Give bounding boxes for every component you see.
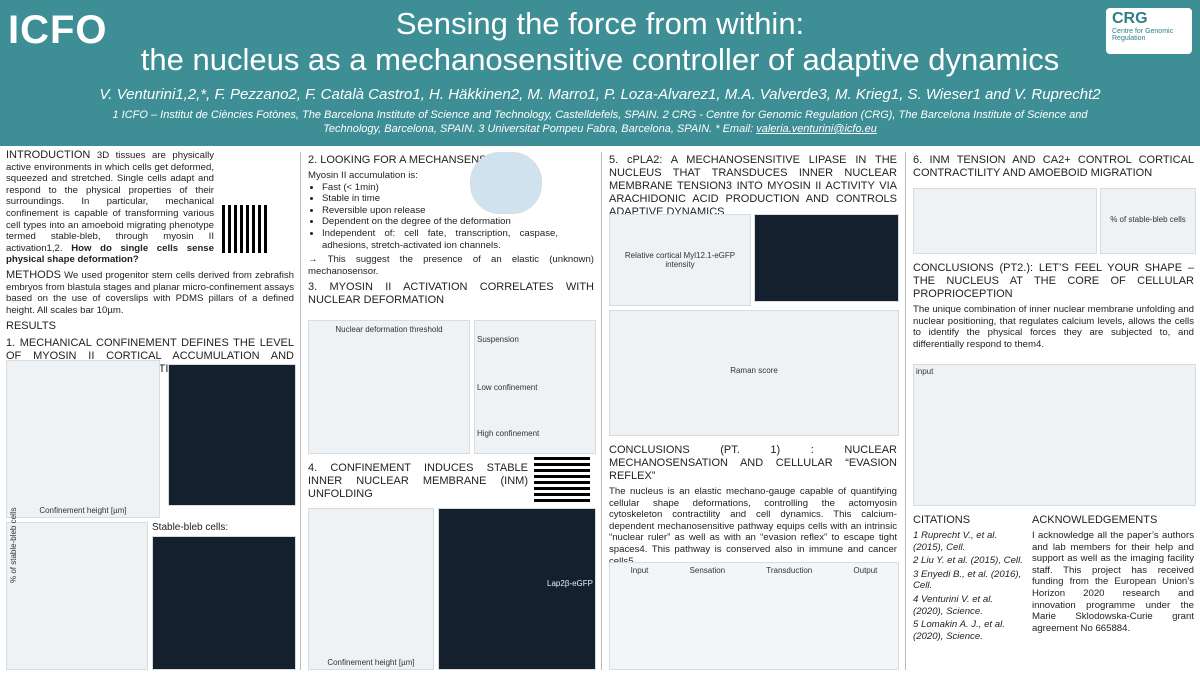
citation: 1 Ruprecht V., et al. (2015), Cell. [913, 530, 998, 553]
logo-right-sub: Centre for Genomic Regulation [1112, 28, 1174, 42]
axis-label: Relative cortical Myl12.1-eGFP intensity [624, 251, 736, 269]
figure-label: Stable-bleb cells: [152, 522, 229, 533]
bullet: Stable in time [322, 193, 558, 205]
column: 5. cPLA2: A MECHANOSENSITIVE LIPASE IN T… [609, 150, 897, 222]
logo-left: ICFO [8, 8, 108, 52]
figure-image: Lap2β-eGFP [438, 508, 596, 670]
header: ICFO CRG Centre for Genomic Regulation S… [0, 0, 1200, 146]
figure-label: High confinement [477, 429, 540, 438]
figure: Nuclear deformation threshold [308, 320, 470, 454]
axis-label: Confinement height [µm] [39, 506, 127, 515]
figure-image [754, 214, 899, 302]
section-title: CONCLUSIONS (PT. 1) : NUCLEAR MECHANOSEN… [609, 444, 897, 482]
logo-right-box: CRG Centre for Genomic Regulation [1106, 8, 1192, 54]
citation: 3 Enyedi B., et al. (2016), Cell. [913, 568, 1022, 592]
separator [905, 152, 906, 670]
bullet-list: Fast (< 1min)Stable in timeReversible up… [308, 182, 558, 252]
qr-code [222, 205, 270, 253]
email-link[interactable]: valeria.venturini@icfo.eu [756, 123, 877, 135]
column: ACKNOWLEDGEMENTS I acknowledge all the p… [1032, 510, 1194, 638]
affiliation-text: 1 ICFO – Institut de Ciències Fotònes, T… [112, 109, 1088, 135]
bullet: Reversible upon release [322, 205, 558, 217]
citation-list: 1 Ruprecht V., et al. (2015), Cell. 2 Liu… [913, 530, 1023, 642]
bullet: Fast (< 1min) [322, 182, 558, 194]
paragraph: The nucleus is an elastic mechano-gauge … [609, 486, 897, 567]
separator [300, 152, 301, 670]
figure: input [913, 364, 1196, 506]
figure: Confinement height [µm] [308, 508, 434, 670]
title: the nucleus as a mechanosensitive contro… [140, 42, 1060, 77]
paragraph: → This suggest the presence of an elasti… [308, 254, 594, 277]
bullet: Dependent on the degree of the deformati… [322, 216, 558, 228]
section-title: 3. MYOSIN II ACTIVATION CORRELATES WITH … [308, 281, 594, 307]
bullet: Independent of: cell fate, transcription… [322, 228, 558, 251]
lead: Myosin II accumulation is: [308, 170, 418, 181]
authors: V. Venturini1,2,*, F. Pezzano2, F. Catal… [99, 86, 1101, 103]
title: Sensing the force from within: [395, 6, 805, 41]
figure-label: Sensation [689, 566, 726, 575]
citation: 4 Venturini V. et al. (2020), Science. [913, 593, 993, 617]
section-title: 4. CONFINEMENT INDUCES STABLE INNER NUCL… [308, 462, 528, 500]
section-title: 6. INM TENSION AND CA2+ CONTROL CORTICAL… [913, 154, 1194, 179]
section-title: CITATIONS [913, 514, 971, 526]
figure-label: Lap2β-eGFP [547, 579, 593, 588]
axis-label: % of stable-bleb cells [9, 507, 18, 583]
column: 2. LOOKING FOR A MECHANSENSOR Myosin II … [308, 150, 594, 310]
section-title: 5. cPLA2: A MECHANOSENSITIVE LIPASE IN T… [609, 154, 897, 218]
paragraph: We used progenitor stem cells derived fr… [6, 269, 294, 316]
qr-code [534, 456, 590, 502]
section-title: ACKNOWLEDGEMENTS [1032, 514, 1158, 526]
figure-label: Transduction [766, 566, 813, 575]
figure-label: Input [630, 566, 649, 575]
separator [601, 152, 602, 670]
figure-label: Low confinement [477, 383, 538, 392]
figure: Suspension Low confinement High confinem… [474, 320, 596, 454]
figure: Input Sensation Transduction Output [609, 562, 899, 670]
column: 6. INM TENSION AND CA2+ CONTROL CORTICAL… [913, 150, 1194, 183]
figure: Raman score [609, 310, 899, 436]
figure-image [152, 536, 296, 670]
cell-cartoon [470, 152, 542, 214]
paragraph: 3D tissues are physically active environ… [6, 150, 214, 254]
column: CITATIONS 1 Ruprecht V., et al. (2015), … [913, 510, 1023, 644]
axis-label: Raman score [730, 366, 778, 375]
figure-label: input [916, 367, 934, 376]
citation: 2 Liu Y. et al. (2015), Cell. [913, 555, 1023, 567]
axis-label: Confinement height [µm] [327, 658, 415, 667]
citation: 5 Lomakin A. J., et al. (2020), Science. [913, 619, 1005, 642]
section-head: INTRODUCTION [6, 149, 91, 161]
figure: % of stable-bleb cells [6, 507, 148, 670]
section-title: CONCLUSIONS (PT2.): LET’S FEEL YOUR SHAP… [913, 262, 1194, 300]
figure [913, 188, 1097, 254]
figure-image [168, 364, 296, 506]
logo-right: CRG [1112, 10, 1148, 27]
column: 4. CONFINEMENT INDUCES STABLE INNER NUCL… [308, 458, 528, 504]
axis-label: % of stable-bleb cells [1110, 215, 1186, 224]
section-head: RESULTS [6, 320, 56, 333]
figure-label: Output [853, 566, 878, 575]
figure-label: Suspension [477, 335, 519, 344]
column: CONCLUSIONS (PT. 1) : NUCLEAR MECHANOSEN… [609, 440, 897, 571]
section-title: 2. LOOKING FOR A MECHANSENSOR [308, 154, 503, 166]
column: INTRODUCTION 3D tissues are physically a… [6, 149, 294, 379]
affiliations: 1 ICFO – Institut de Ciències Fotònes, T… [90, 108, 1110, 136]
figure: Relative cortical Myl12.1-eGFP intensity [609, 214, 751, 306]
paragraph: I acknowledge all the paper’s authors an… [1032, 530, 1194, 634]
paragraph: The unique combination of inner nuclear … [913, 304, 1194, 350]
figure: % of stable-bleb cells [1100, 188, 1196, 254]
figure-label: Nuclear deformation threshold [335, 325, 443, 334]
figure: Confinement height [µm] [6, 360, 160, 518]
column: CONCLUSIONS (PT2.): LET’S FEEL YOUR SHAP… [913, 258, 1194, 354]
question: How do single cells sense physical shape… [6, 242, 214, 266]
section-head: METHODS [6, 268, 61, 281]
